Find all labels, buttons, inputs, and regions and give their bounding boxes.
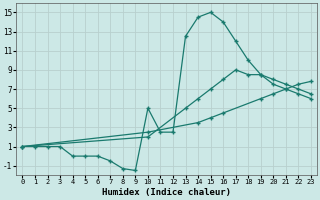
X-axis label: Humidex (Indice chaleur): Humidex (Indice chaleur) xyxy=(102,188,231,197)
